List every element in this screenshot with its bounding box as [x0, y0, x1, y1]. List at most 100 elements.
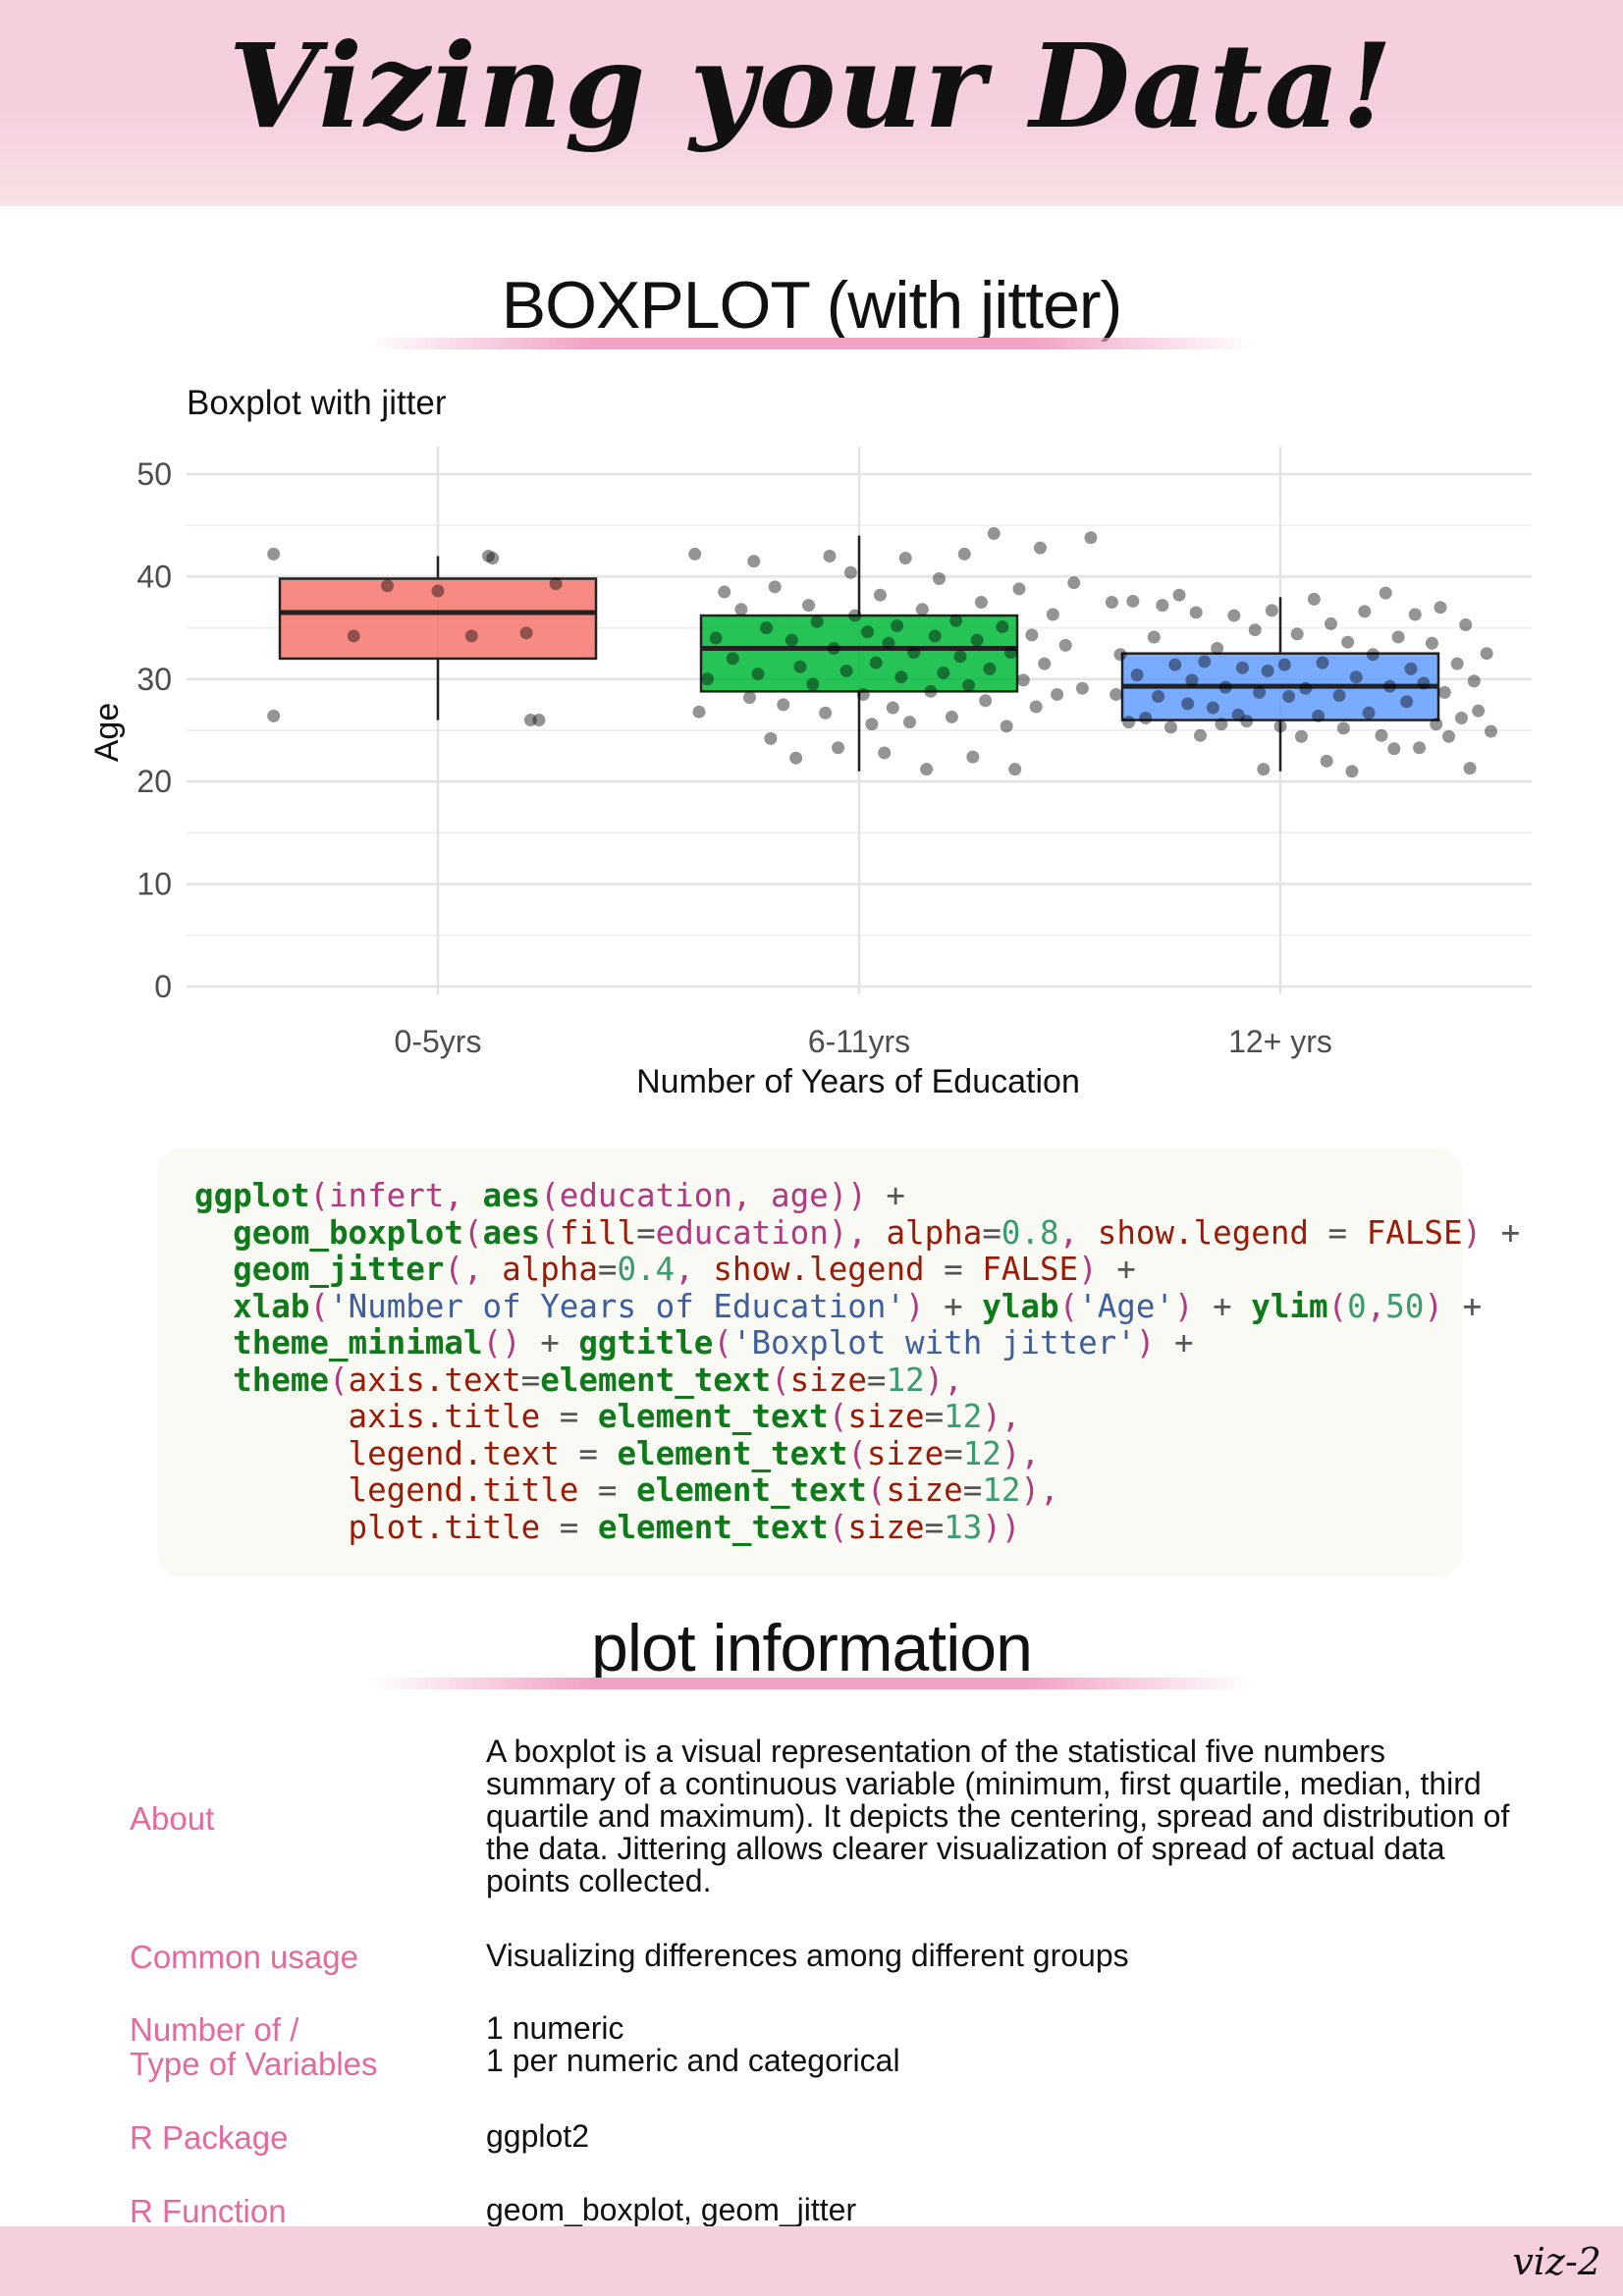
code-token: + — [1173, 1324, 1194, 1362]
code-text: ggplot(infert, aes(education, age)) + ge… — [157, 1148, 1520, 1546]
jitter-point — [839, 664, 853, 677]
code-token: education), — [655, 1213, 887, 1252]
code-token: + — [886, 1177, 905, 1214]
jitter-point — [777, 698, 790, 712]
jitter-point — [481, 550, 495, 563]
code-token: = — [1308, 1213, 1367, 1252]
jitter-point — [920, 763, 934, 776]
jitter-point — [1008, 763, 1022, 776]
jitter-point — [1459, 617, 1473, 631]
jitter-point — [1387, 742, 1401, 756]
code-token: )) — [982, 1508, 1021, 1546]
code-token: element_text — [597, 1508, 829, 1546]
code-token: ), — [1001, 1434, 1041, 1472]
code-token: ( — [828, 1508, 848, 1546]
jitter-point — [843, 565, 857, 579]
jitter-point — [1193, 728, 1207, 742]
jitter-point — [709, 631, 723, 645]
jitter-point — [1156, 599, 1169, 613]
jitter-point — [974, 596, 988, 609]
code-token: alpha — [886, 1213, 983, 1252]
jitter-point — [1480, 647, 1493, 661]
code-token: show.legend — [713, 1251, 925, 1288]
jitter-point — [806, 677, 820, 691]
jitter-point — [1206, 701, 1219, 715]
jitter-point — [1442, 729, 1456, 743]
jitter-point — [1307, 592, 1321, 606]
code-token: = — [578, 1471, 637, 1509]
common-usage-value: Visualizing differences among different … — [486, 1938, 1129, 1973]
jitter-point — [1084, 531, 1098, 545]
jitter-point — [793, 660, 807, 673]
jitter-point — [1257, 763, 1271, 776]
boxplot-chart: Boxplot with jitter 0 10 20 30 40 50 0-5yrs 6-1… — [88, 384, 1532, 1100]
jitter-point — [810, 614, 824, 628]
jitter-point — [1012, 582, 1026, 596]
jitter-point — [865, 718, 879, 731]
jitter-point — [1113, 648, 1127, 662]
jitter-point — [882, 636, 895, 650]
jitter-point — [1231, 708, 1245, 721]
jitter-point — [1126, 594, 1140, 608]
jitter-point — [983, 662, 997, 675]
code-token: fill — [559, 1213, 637, 1252]
code-token: 50 — [1385, 1287, 1425, 1325]
code-token: = — [597, 1251, 618, 1288]
code-token: , — [1366, 1287, 1386, 1325]
jitter-point — [1139, 711, 1153, 724]
code-token: () — [482, 1324, 541, 1362]
jitter-point — [1029, 700, 1043, 714]
jitter-point — [1277, 658, 1291, 671]
code-token: ggplot — [194, 1177, 310, 1214]
code-token — [194, 1509, 349, 1546]
code-token: (, — [444, 1251, 503, 1288]
code-token: = — [636, 1213, 656, 1252]
jitter-point — [1235, 661, 1249, 674]
jitter-point — [1358, 605, 1372, 618]
code-token: ) — [1424, 1287, 1463, 1325]
jitter-point — [1375, 728, 1388, 742]
code-token: element_text — [636, 1471, 867, 1509]
jitter-point — [945, 710, 958, 723]
code-token: 'Boxplot with jitter' — [731, 1324, 1136, 1362]
code-token: ( — [866, 1471, 887, 1509]
jitter-point — [523, 714, 537, 727]
code-token: = — [924, 1398, 945, 1435]
jitter-point — [1430, 718, 1443, 731]
code-token — [194, 1471, 349, 1509]
jitter-point — [1345, 765, 1359, 778]
jitter-point — [1341, 635, 1355, 649]
x-tick-label: 12+ yrs — [1228, 1024, 1332, 1059]
jitter-point — [784, 633, 798, 647]
code-token: FALSE — [982, 1251, 1079, 1288]
jitter-point — [1408, 608, 1422, 621]
jitter-point — [1472, 704, 1486, 718]
jitter-point — [861, 625, 875, 639]
jitter-point — [1417, 676, 1431, 690]
code-token: (infert, — [309, 1177, 483, 1214]
jitter-point — [1147, 630, 1161, 644]
jitter-point — [464, 629, 478, 643]
code-token: ( — [713, 1324, 732, 1362]
jitter-point — [937, 667, 950, 680]
jitter-point — [701, 672, 715, 686]
jitter-point — [1181, 697, 1195, 711]
code-token: element_text — [540, 1361, 772, 1399]
code-token: + — [540, 1324, 579, 1362]
jitter-point — [907, 646, 921, 660]
jitter-point — [1105, 596, 1118, 609]
jitter-point — [1185, 673, 1199, 687]
code-token: 'Age' — [1078, 1287, 1174, 1325]
code-token: , — [675, 1251, 714, 1288]
code-token: = — [520, 1361, 541, 1399]
jitter-point — [742, 691, 756, 705]
code-token — [194, 1251, 233, 1288]
code-token — [194, 1288, 233, 1325]
code-token: size — [866, 1434, 945, 1472]
jitter-point — [891, 619, 904, 633]
code-token: 12 — [962, 1434, 1001, 1472]
jitter-point — [979, 694, 993, 708]
y-tick-label: 20 — [136, 764, 172, 799]
jitter-point — [751, 667, 765, 681]
box-6-11yrs — [699, 614, 1019, 693]
